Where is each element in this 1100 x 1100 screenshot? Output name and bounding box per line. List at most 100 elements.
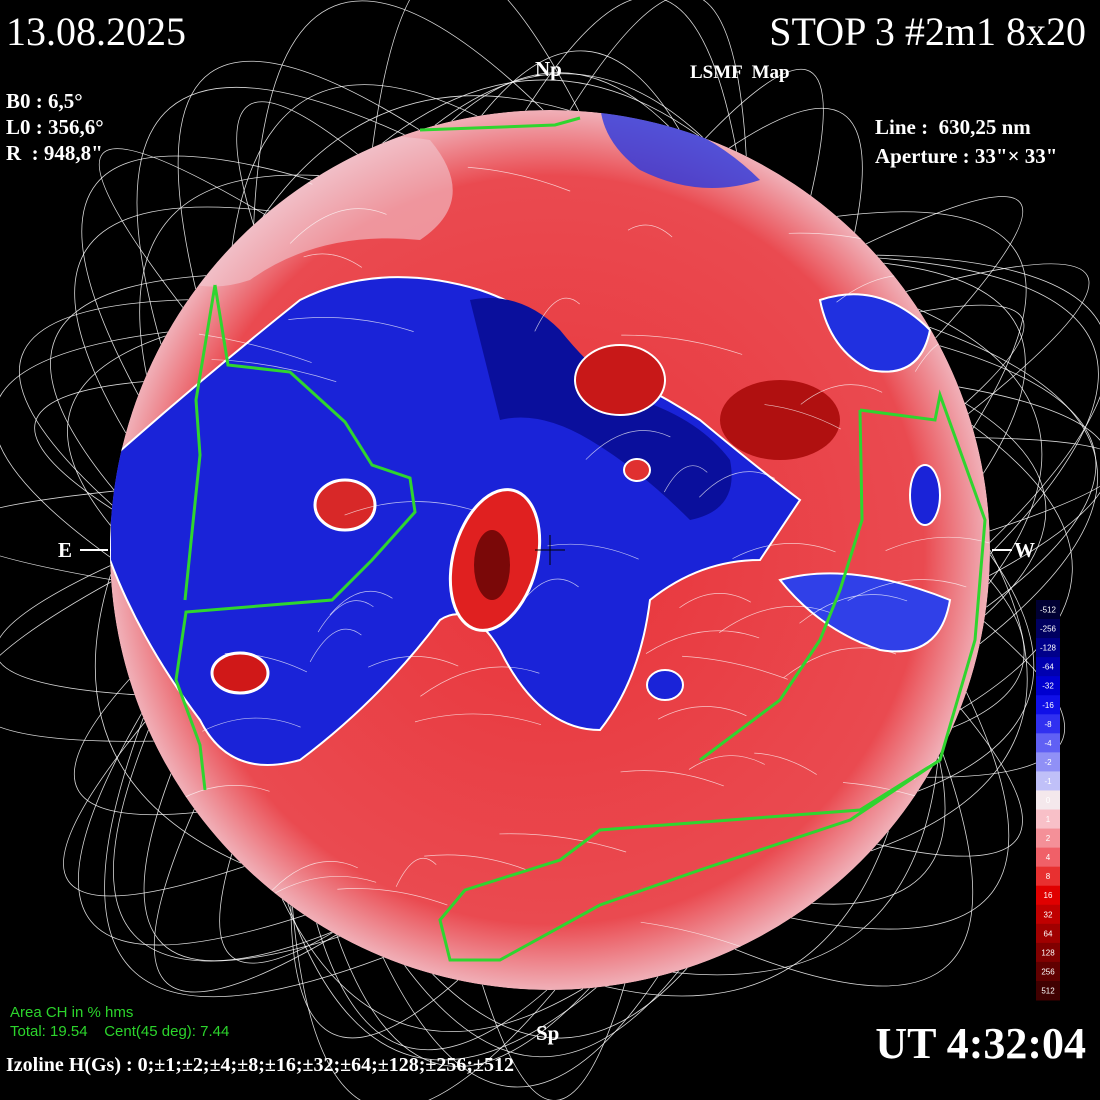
field-line: [336, 934, 590, 1067]
field-line: [640, 921, 751, 951]
field-line: [605, 830, 889, 997]
field-line: [534, 297, 580, 332]
field-line: [19, 299, 189, 506]
field-line: [98, 148, 266, 308]
field-line: [224, 653, 308, 673]
field-line: [290, 905, 459, 1039]
positive-core-dark: [474, 530, 510, 600]
colorbar-swatch: [1036, 923, 1060, 944]
field-line: [50, 275, 207, 491]
map-name: LSMF Map: [690, 62, 790, 83]
field-line: [467, 166, 571, 192]
colorbar-label: 512: [1041, 986, 1055, 995]
colorbar-label: -256: [1040, 625, 1057, 634]
field-line: [657, 706, 747, 720]
field-line: [621, 334, 743, 355]
field-line: [382, 79, 700, 144]
radius: R : 948,8": [6, 141, 103, 165]
colorbar-label: 1: [1046, 815, 1051, 824]
field-line: [368, 656, 459, 668]
l0: L0 : 356,6°: [6, 115, 104, 139]
ch-title: Area CH in % hms: [10, 1004, 133, 1021]
field-line: [929, 326, 1098, 645]
coronal-hole-boundary: [174, 284, 417, 791]
field-line: [847, 579, 967, 602]
field-line: [281, 898, 584, 1032]
field-line: [63, 721, 245, 897]
field-line: [451, 72, 670, 127]
colorbar-swatch: [1036, 771, 1060, 791]
field-line: [958, 386, 1100, 577]
field-line: [292, 906, 556, 1100]
field-line: [262, 95, 569, 217]
coronal-hole-boundary: [438, 389, 987, 962]
colorbar-swatch: [1036, 676, 1060, 696]
field-line: [585, 430, 671, 460]
field-line: [94, 574, 242, 864]
field-line: [917, 554, 1035, 792]
colorbar-swatch: [1036, 600, 1060, 620]
field-line: [0, 581, 154, 742]
date: 13.08.2025: [6, 9, 186, 54]
field-line: [525, 0, 738, 152]
colorbar-swatch: [1036, 904, 1060, 925]
coronal-hole-boundary: [183, 284, 217, 601]
isolines: Izoline H(Gs) : 0;±1;±2;±4;±8;±16;±32;±6…: [6, 1054, 514, 1076]
colorbar-swatch: [1036, 657, 1060, 677]
field-line: [764, 404, 841, 430]
colorbar-label: -8: [1044, 720, 1052, 729]
field-line: [876, 254, 1100, 543]
field-line: [153, 808, 337, 993]
colorbar-label: -512: [1040, 606, 1057, 615]
field-line: [316, 922, 548, 1051]
field-line: [289, 208, 387, 244]
colorbar-swatch: [1036, 714, 1060, 734]
field-line: [870, 549, 1028, 852]
field-line: [732, 543, 836, 559]
field-line: [202, 717, 301, 732]
field-line: [865, 196, 1024, 339]
field-line: [34, 381, 144, 510]
field-line: [799, 594, 908, 624]
field-line: [288, 317, 414, 332]
ch-stats: Total: 19.54 Cent(45 deg): 7.44: [10, 1023, 229, 1040]
colorbar-swatch: [1036, 961, 1060, 982]
negative-patch: [646, 669, 684, 701]
colorbar-swatch: [1036, 790, 1060, 811]
field-line: [682, 655, 788, 680]
field-line: [382, 956, 659, 1088]
positive-patch: [574, 344, 666, 416]
aperture: Aperture : 33"× 33": [875, 144, 1057, 168]
field-line: [645, 630, 760, 654]
field-line: [879, 257, 1099, 555]
station: STOP 3 #2m1 8x20: [769, 9, 1086, 54]
east: E: [58, 538, 72, 562]
colorbar-swatch: [1036, 752, 1060, 772]
positive-patch: [210, 651, 270, 695]
field-line: [113, 729, 340, 962]
field-line: [719, 605, 832, 633]
field-line: [303, 253, 363, 268]
west: W: [1014, 538, 1035, 562]
colorbar-label: -2: [1044, 758, 1052, 767]
colorbar-swatch: [1036, 638, 1060, 658]
field-line: [964, 402, 1047, 616]
colorbar-label: 4: [1046, 853, 1051, 862]
field-line: [734, 750, 974, 987]
field-line: [728, 108, 863, 233]
field-line: [836, 211, 1027, 429]
south: Sp: [536, 1021, 559, 1045]
field-line: [271, 861, 358, 891]
field-line: [424, 854, 529, 871]
field-line: [663, 465, 708, 493]
colorbar-label: 256: [1041, 967, 1055, 976]
field-line: [104, 717, 384, 998]
field-line: [73, 678, 197, 816]
field-line: [783, 647, 897, 678]
field-line: [917, 308, 1043, 585]
positive-patch: [623, 458, 651, 482]
field-line: [944, 190, 990, 211]
colorbar-label: 128: [1041, 948, 1055, 957]
